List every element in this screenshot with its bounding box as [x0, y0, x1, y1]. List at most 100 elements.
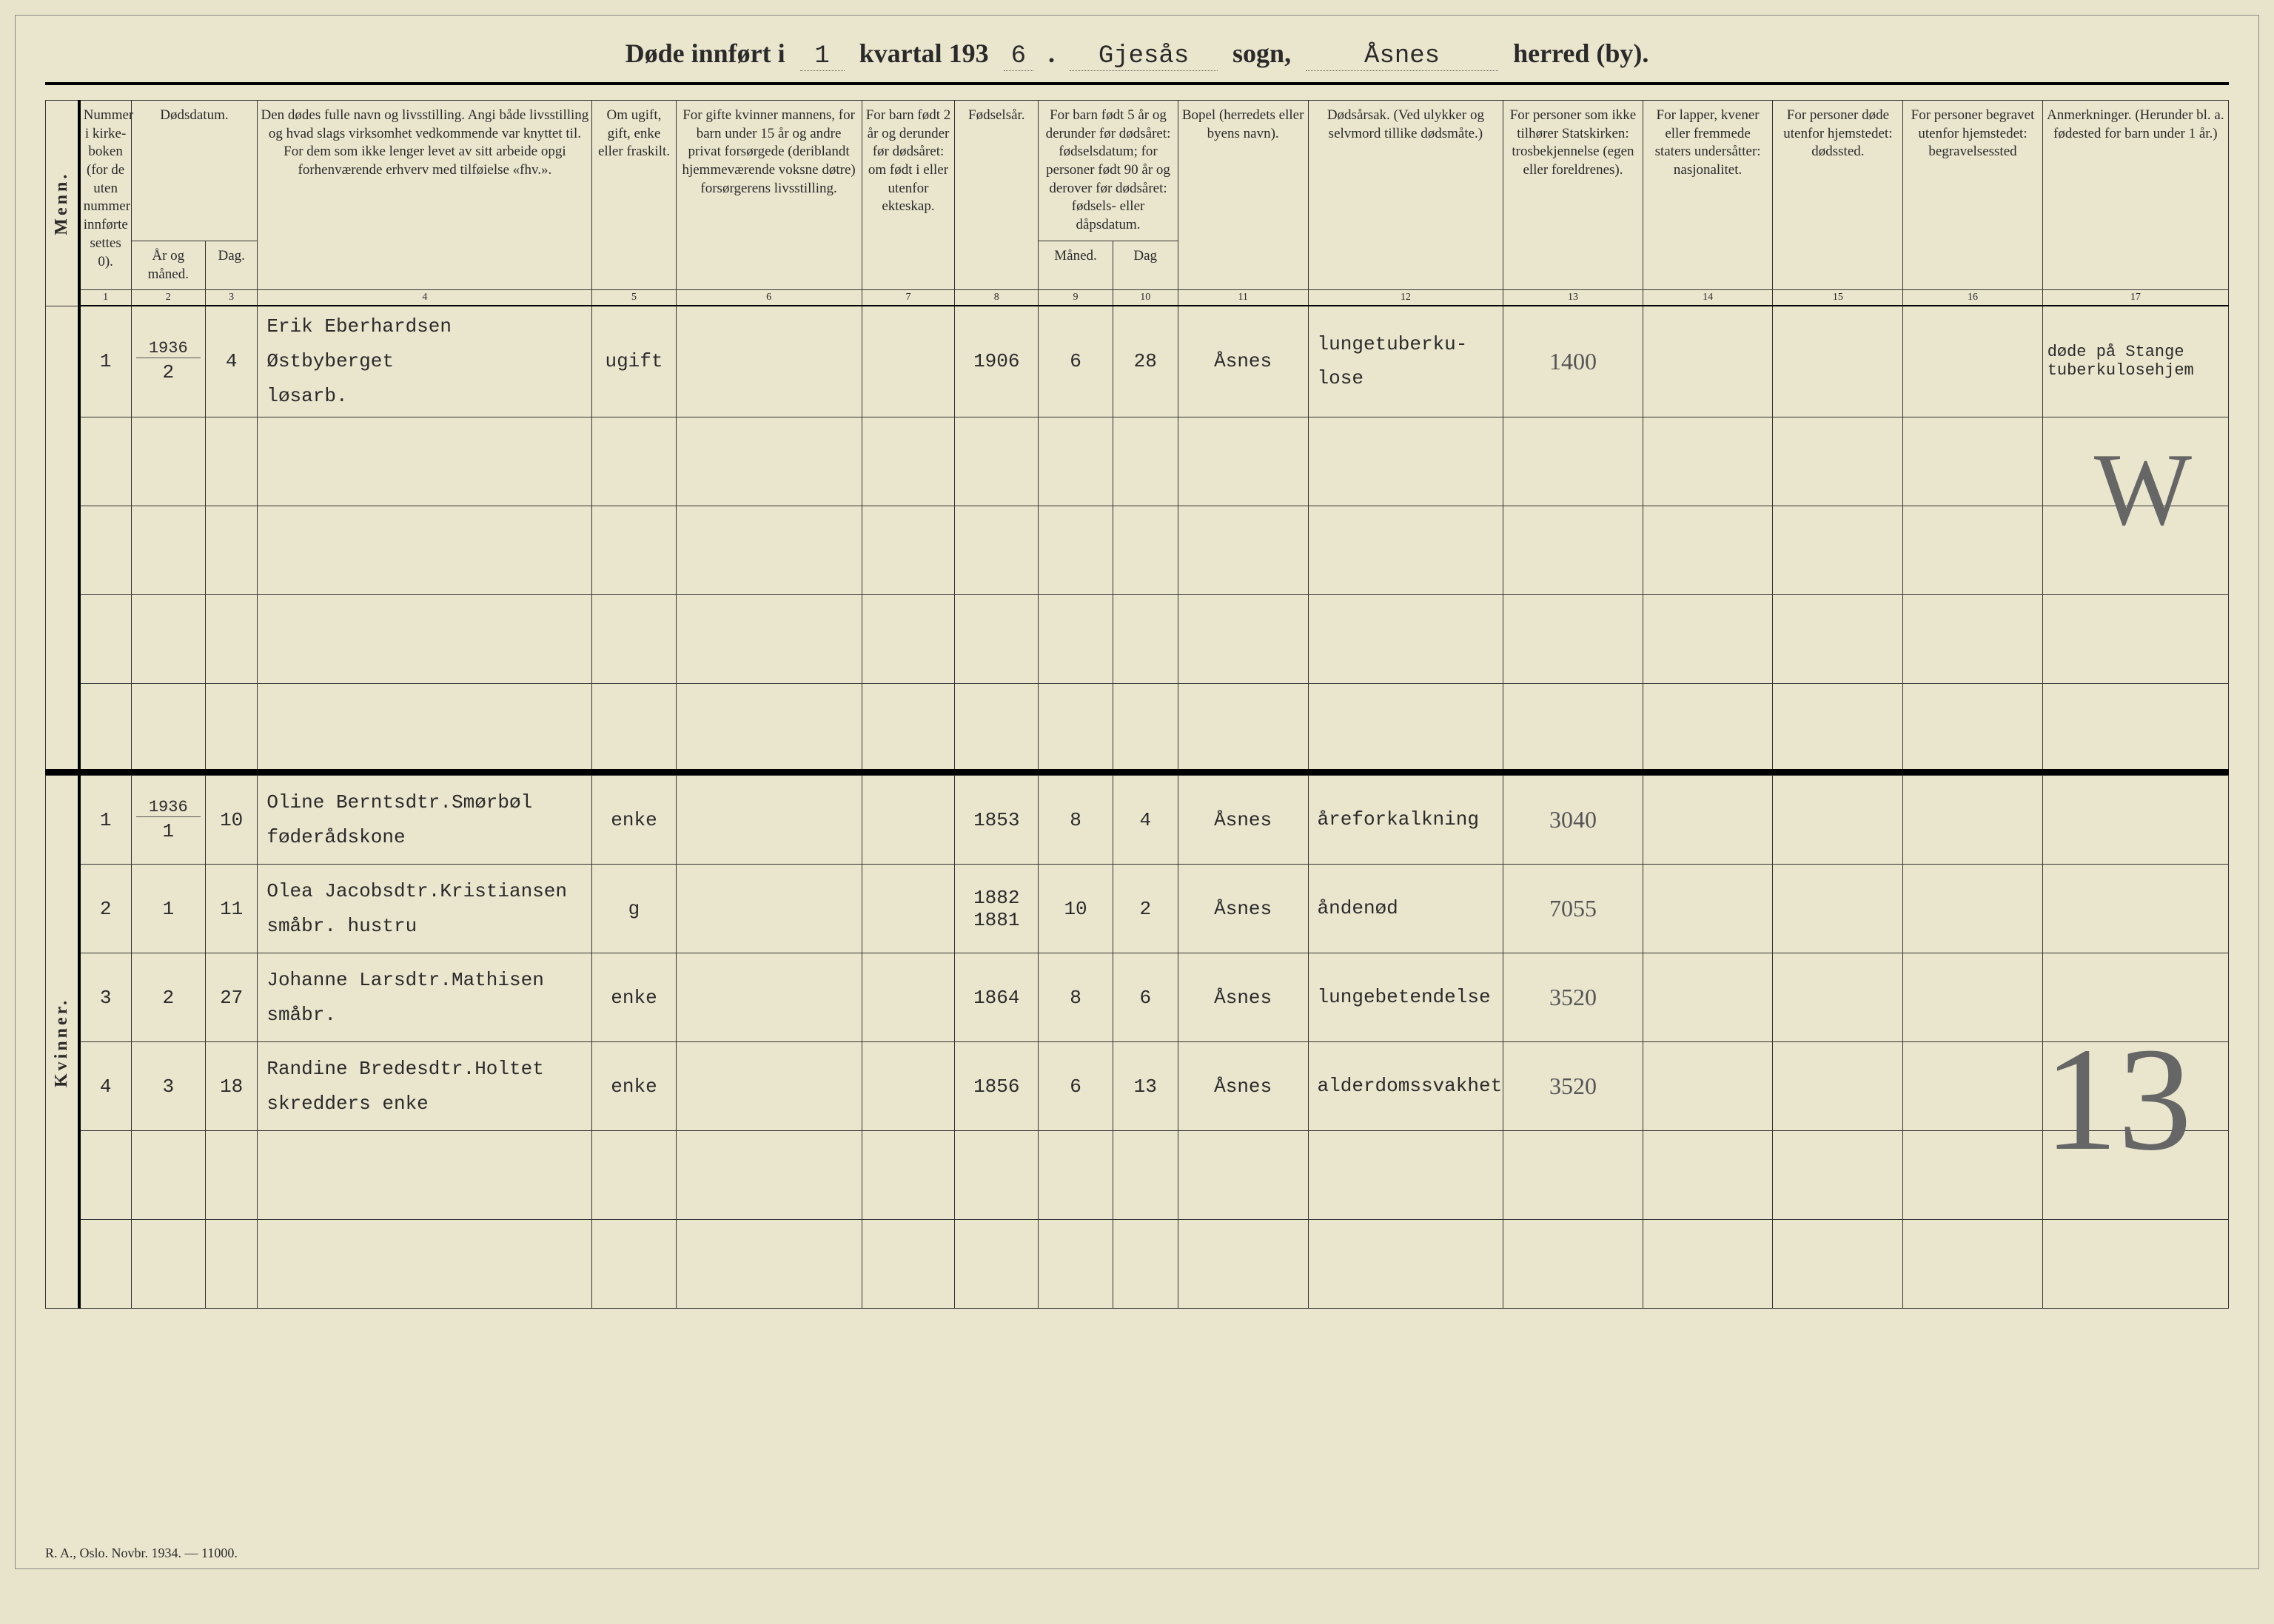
cell-notes	[2042, 865, 2228, 953]
empty-cell	[1903, 683, 2042, 772]
empty-cell	[1113, 417, 1178, 506]
empty-cell	[1643, 417, 1773, 506]
empty-cell	[1308, 1220, 1503, 1309]
empty-cell	[1039, 506, 1113, 594]
cell-residence: Åsnes	[1178, 953, 1308, 1042]
cell-month: 19361	[131, 776, 205, 865]
empty-cell	[592, 594, 676, 683]
empty-cell	[1773, 683, 1903, 772]
empty-cell	[258, 417, 592, 506]
cell-day: 10	[206, 776, 258, 865]
empty-cell	[1643, 594, 1773, 683]
cell-c14	[1643, 1042, 1773, 1131]
cell-c14	[1643, 865, 1773, 953]
page-title-row: Døde innført i 1 kvartal 1936. Gjesås so…	[45, 38, 2229, 85]
empty-cell	[79, 683, 131, 772]
empty-cell	[592, 1220, 676, 1309]
cell-status: enke	[592, 1042, 676, 1131]
cell-wedlock	[862, 1042, 955, 1131]
empty-cell	[676, 506, 862, 594]
empty-cell	[1178, 683, 1308, 772]
empty-cell	[955, 683, 1039, 772]
header-c11: Bopel (herredets eller byens navn).	[1178, 101, 1308, 290]
cell-bday: 6	[1113, 953, 1178, 1042]
table-row: Kvinner.11936110Oline Berntsdtr.Smørbølf…	[46, 776, 2229, 865]
header-c4: Den dødes fulle navn og livsstilling. An…	[258, 101, 592, 290]
cell-bday: 28	[1113, 306, 1178, 417]
empty-cell	[592, 683, 676, 772]
empty-cell	[1113, 1131, 1178, 1220]
empty-cell	[862, 594, 955, 683]
cell-name: Randine Bredesdtr.Holtetskredders enke	[258, 1042, 592, 1131]
empty-row	[46, 683, 2229, 772]
header-c9c: Dag	[1113, 241, 1178, 289]
cell-c15	[1773, 776, 1903, 865]
title-text-3: sogn,	[1232, 38, 1291, 69]
empty-cell	[206, 594, 258, 683]
cell-num: 2	[79, 865, 131, 953]
cell-guardian	[676, 776, 862, 865]
year-digit: 6	[1004, 42, 1033, 71]
cell-num: 1	[79, 306, 131, 417]
header-c7: For barn født 2 år og derunder før døds­…	[862, 101, 955, 290]
empty-cell	[676, 1131, 862, 1220]
empty-cell	[1503, 417, 1643, 506]
cell-c16	[1903, 776, 2042, 865]
empty-cell	[862, 1220, 955, 1309]
header-c9b: Måned.	[1039, 241, 1113, 289]
cell-residence: Åsnes	[1178, 306, 1308, 417]
header-c2c: Dag.	[206, 241, 258, 289]
empty-cell	[2042, 683, 2228, 772]
cell-residence: Åsnes	[1178, 1042, 1308, 1131]
empty-cell	[1903, 1220, 2042, 1309]
empty-cell	[1113, 594, 1178, 683]
empty-cell	[1773, 506, 1903, 594]
table-header: Menn. Nummer i kirke­boken (for de uten …	[46, 101, 2229, 306]
empty-cell	[955, 417, 1039, 506]
cell-status: ugift	[592, 306, 676, 417]
cell-c14	[1643, 306, 1773, 417]
empty-cell	[1503, 1220, 1643, 1309]
empty-cell	[131, 417, 205, 506]
cell-status: enke	[592, 953, 676, 1042]
cell-bday: 4	[1113, 776, 1178, 865]
empty-cell	[1039, 417, 1113, 506]
empty-cell	[1308, 506, 1503, 594]
header-c8: Fødsels­år.	[955, 101, 1039, 290]
section-label: Kvinner.	[46, 776, 79, 1309]
empty-cell	[955, 506, 1039, 594]
cell-bmonth: 8	[1039, 776, 1113, 865]
table-row: 2111Olea Jacobsdtr.Kristiansensmåbr. hus…	[46, 865, 2229, 953]
empty-cell	[2042, 1131, 2228, 1220]
header-c5: Om ugift, gift, enke eller fraskilt.	[592, 101, 676, 290]
empty-cell	[79, 506, 131, 594]
header-c16: For personer begravet uten­for hjemstede…	[1903, 101, 2042, 290]
empty-cell	[2042, 594, 2228, 683]
cell-wedlock	[862, 865, 955, 953]
table-row: 3227Johanne Larsdtr.Mathisensmåbr.enke18…	[46, 953, 2229, 1042]
cell-notes	[2042, 953, 2228, 1042]
cell-code: 7055	[1503, 865, 1643, 953]
cell-guardian	[676, 865, 862, 953]
empty-cell	[1039, 683, 1113, 772]
empty-cell	[1308, 683, 1503, 772]
empty-cell	[258, 506, 592, 594]
table-row: 4318Randine Bredesdtr.Holtetskredders en…	[46, 1042, 2229, 1131]
cell-code: 3040	[1503, 776, 1643, 865]
empty-cell	[592, 1131, 676, 1220]
empty-cell	[206, 506, 258, 594]
cell-c15	[1773, 953, 1903, 1042]
cell-day: 11	[206, 865, 258, 953]
footer-print-info: R. A., Oslo. Novbr. 1934. — 11000.	[45, 1546, 238, 1561]
cell-bmonth: 6	[1039, 1042, 1113, 1131]
cell-code: 3520	[1503, 1042, 1643, 1131]
cell-c16	[1903, 865, 2042, 953]
empty-cell	[2042, 417, 2228, 506]
cell-wedlock	[862, 306, 955, 417]
cell-wedlock	[862, 776, 955, 865]
empty-cell	[1903, 1131, 2042, 1220]
cell-bmonth: 10	[1039, 865, 1113, 953]
column-numbers-row: 1234567891011121314151617	[46, 290, 2229, 306]
empty-cell	[1503, 683, 1643, 772]
cell-birthyear: 1856	[955, 1042, 1039, 1131]
